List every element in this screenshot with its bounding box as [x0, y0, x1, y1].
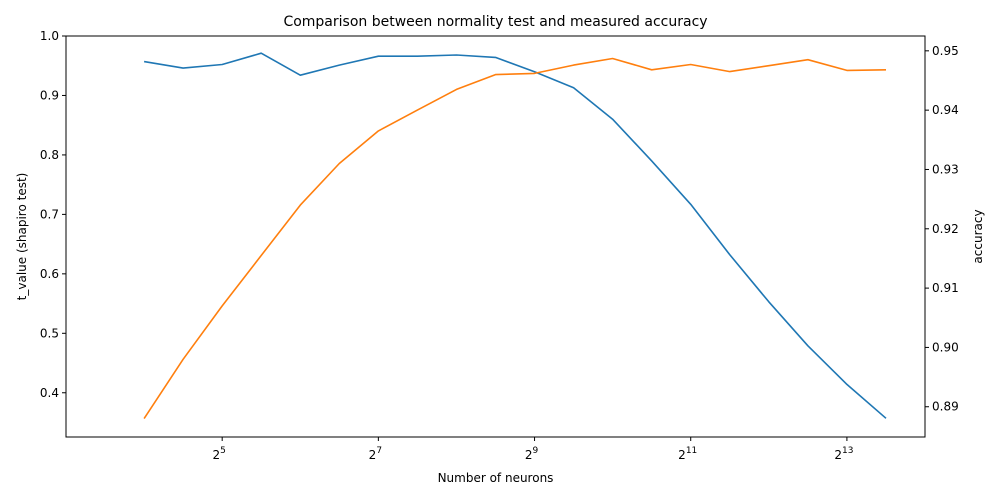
- y-tick-label: 0.4: [40, 386, 59, 400]
- y2-tick-label: 0.92: [932, 222, 959, 236]
- right-y-axis: 0.89 0.90 0.91 0.92 0.93 0.94 0.95: [925, 44, 959, 414]
- x-axis: 25 27 29 211 213: [212, 437, 853, 462]
- y2-tick-label: 0.90: [932, 340, 959, 354]
- t-value-series-line: [143, 52, 887, 419]
- y-tick-label: 0.5: [40, 326, 59, 340]
- left-y-axis: 0.4 0.5 0.6 0.7 0.8 0.9 1.0: [40, 29, 66, 400]
- chart-title: Comparison between normality test and me…: [283, 14, 707, 30]
- x-tick-label: 25: [212, 446, 225, 462]
- y-tick-label: 0.9: [40, 88, 59, 102]
- plot-frame: [65, 35, 926, 438]
- y2-tick-label: 0.94: [932, 103, 959, 117]
- y2-tick-label: 0.95: [932, 44, 959, 58]
- accuracy-series-line: [143, 57, 887, 420]
- y2-axis-title: accuracy: [971, 209, 985, 263]
- y-tick-label: 1.0: [40, 29, 59, 43]
- x-tick-label: 27: [369, 446, 382, 462]
- y-axis-title: t_value (shapiro test): [15, 173, 29, 301]
- y-tick-label: 0.6: [40, 267, 59, 281]
- y-tick-label: 0.8: [40, 148, 59, 162]
- x-axis-title: Number of neurons: [438, 471, 554, 485]
- x-tick-label: 211: [678, 446, 697, 462]
- y-tick-label: 0.7: [40, 207, 59, 221]
- y2-tick-label: 0.93: [932, 162, 959, 176]
- x-tick-label: 29: [525, 446, 539, 462]
- y2-tick-label: 0.89: [932, 400, 959, 414]
- y2-tick-label: 0.91: [932, 281, 959, 295]
- x-tick-label: 213: [834, 446, 853, 462]
- series-lines: [143, 52, 887, 420]
